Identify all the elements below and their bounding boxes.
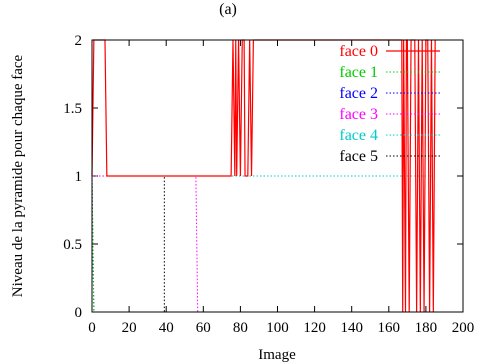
legend: face 0 face 1 face 2 face 3 face 4 face 5: [339, 43, 440, 165]
x-tick-label: 100: [266, 320, 289, 336]
x-tick-label: 180: [415, 320, 438, 336]
series-line-face-3: [92, 175, 436, 313]
y-axis-label: Niveau de la pyramide pour chaque face: [10, 54, 26, 297]
axis-ticks: 0 20 40 60 80 100 120 140 160 180 200 0 0.5 1 1.5 2: [63, 33, 474, 336]
series-line-face-2: [91, 175, 436, 313]
y-tick-label: 0.5: [63, 237, 82, 253]
y-tick-label: 1.5: [63, 101, 82, 117]
chart-title: (a): [219, 1, 237, 18]
x-tick-label: 20: [122, 320, 137, 336]
x-tick-label: 200: [452, 320, 475, 336]
x-tick-label: 120: [303, 320, 326, 336]
x-tick-label: 140: [340, 320, 363, 336]
y-tick-label: 2: [75, 33, 83, 49]
x-tick-label: 0: [88, 320, 96, 336]
legend-label-face-4: face 4: [339, 127, 378, 144]
x-tick-label: 40: [159, 320, 174, 336]
series-line-face-5: [92, 175, 436, 313]
legend-label-face-1: face 1: [339, 64, 378, 81]
x-tick-label: 160: [378, 320, 401, 336]
legend-label-face-5: face 5: [339, 148, 378, 165]
legend-label-face-0: face 0: [339, 43, 378, 60]
legend-label-face-3: face 3: [339, 106, 378, 123]
x-axis-label: Image: [258, 347, 296, 363]
plot-frame: [91, 39, 464, 313]
legend-label-face-2: face 2: [339, 85, 378, 102]
y-tick-label: 0: [75, 305, 83, 321]
series-layer: [91, 39, 436, 313]
series-line-face-1: [91, 175, 436, 313]
x-tick-label: 60: [196, 320, 211, 336]
y-tick-label: 1: [75, 169, 83, 185]
x-tick-label: 80: [233, 320, 248, 336]
